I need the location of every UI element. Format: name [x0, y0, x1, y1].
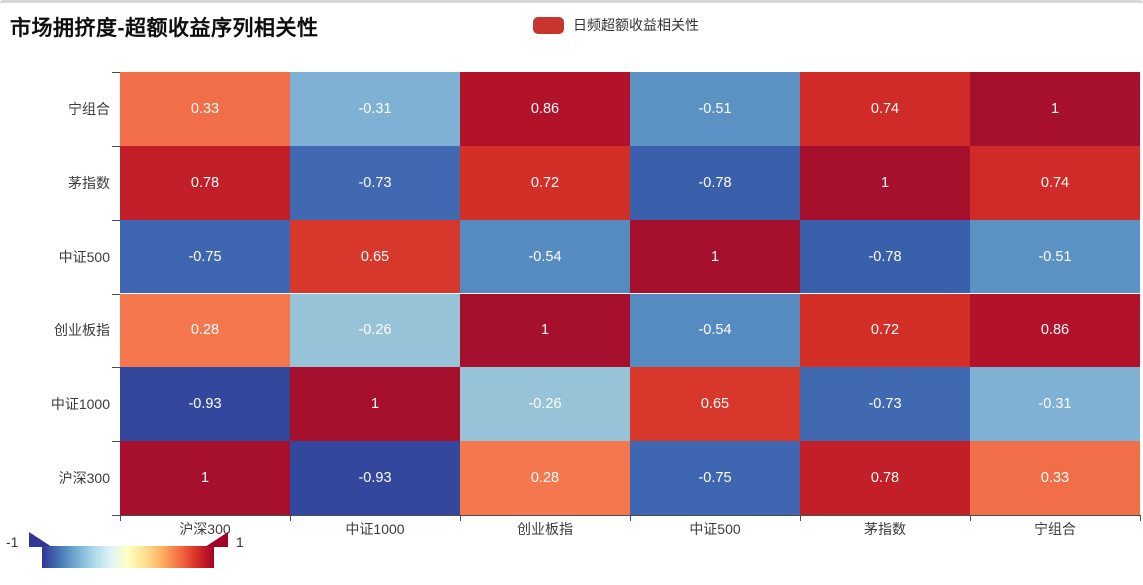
heatmap-cell-r1-c4[interactable]: 1 [800, 145, 970, 220]
y-axis-label-3: 创业板指 [54, 322, 110, 339]
heatmap-cell-r0-c0[interactable]: 0.33 [120, 72, 290, 146]
heatmap-cell-r0-c4[interactable]: 0.74 [800, 72, 970, 146]
heatmap-cell-r0-c3[interactable]: -0.51 [630, 72, 800, 146]
x-axis-tick-6 [1140, 515, 1141, 521]
y-axis-label-1: 茅指数 [68, 174, 110, 191]
heatmap-cell-r5-c5[interactable]: 0.33 [970, 441, 1140, 515]
y-axis-tick-1 [112, 145, 120, 147]
legend-label: 日频超额收益相关性 [573, 17, 699, 33]
y-axis-label-5: 沪深300 [58, 470, 110, 487]
heatmap-cell-r4-c5[interactable]: -0.31 [970, 367, 1140, 442]
visualmap-max-label: 1 [236, 534, 244, 550]
x-axis-line [113, 515, 1140, 516]
heatmap-cell-r2-c4[interactable]: -0.78 [800, 219, 970, 294]
heatmap-cell-r2-c1[interactable]: 0.65 [290, 219, 460, 294]
x-axis-label-5: 宁组合 [1034, 521, 1076, 537]
x-axis-label-3: 中证500 [689, 521, 741, 537]
heatmap-cell-r4-c1[interactable]: 1 [290, 367, 460, 442]
heatmap-cell-r0-c2[interactable]: 0.86 [460, 72, 630, 146]
heatmap-cell-r1-c0[interactable]: 0.78 [120, 145, 290, 220]
y-axis-labels: 宁组合茅指数中证500 创业板指中证1000 沪深300 [0, 72, 110, 515]
y-axis-tick-4 [112, 367, 120, 369]
y-axis-tick-2 [112, 219, 120, 221]
heatmap-cell-r5-c2[interactable]: 0.28 [460, 441, 630, 515]
y-axis-label-4: 中证1000 [50, 396, 110, 413]
chart-title: 市场拥挤度-超额收益序列相关性 [10, 17, 319, 40]
x-axis-labels: 沪深300 中证1000 创业板指 中证500 茅指数 宁组合 [120, 519, 1140, 539]
heatmap-cell-r4-c0[interactable]: -0.93 [120, 367, 290, 442]
visualmap-colorbar: -1 1 [6, 529, 286, 579]
y-axis-label-0: 宁组合 [68, 100, 110, 117]
heatmap-cell-r1-c3[interactable]: -0.78 [630, 145, 800, 220]
heatmap-cell-r3-c5[interactable]: 0.86 [970, 293, 1140, 368]
heatmap-cell-r1-c5[interactable]: 0.74 [970, 145, 1140, 220]
y-axis-tick-6 [112, 515, 120, 516]
heatmap-cell-r2-c5[interactable]: -0.51 [970, 219, 1140, 294]
heatmap-cell-r1-c2[interactable]: 0.72 [460, 145, 630, 220]
heatmap-cell-r3-c0[interactable]: 0.28 [120, 293, 290, 368]
x-axis-tick-5 [970, 515, 971, 521]
x-axis-tick-0 [120, 515, 121, 521]
heatmap-cell-r3-c2[interactable]: 1 [460, 293, 630, 368]
heatmap-cell-r5-c3[interactable]: -0.75 [630, 441, 800, 515]
x-axis-label-4: 茅指数 [864, 521, 906, 537]
x-axis-tick-2 [460, 515, 461, 521]
x-axis-label-0: 沪深300 [179, 521, 231, 537]
visualmap-min-label: -1 [6, 534, 19, 550]
y-axis-tick-5 [112, 441, 120, 443]
heatmap-cell-r5-c1[interactable]: -0.93 [290, 441, 460, 515]
heatmap-cell-r0-c1[interactable]: -0.31 [290, 72, 460, 146]
x-axis-tick-1 [290, 515, 291, 521]
heatmap-cell-r0-c5[interactable]: 1 [970, 72, 1140, 146]
heatmap-cell-r5-c0[interactable]: 1 [120, 441, 290, 515]
x-axis-label-2: 创业板指 [517, 521, 573, 537]
visualmap-max-handle[interactable] [205, 532, 228, 547]
x-axis-tick-3 [630, 515, 631, 521]
heatmap-cell-r4-c2[interactable]: -0.26 [460, 367, 630, 442]
visualmap-gradient-bar[interactable] [42, 546, 214, 568]
legend-item-daily-excess-return-corr[interactable]: 日频超额收益相关性 [533, 16, 699, 34]
heatmap-cell-r4-c4[interactable]: -0.73 [800, 367, 970, 442]
y-axis-tick-0 [112, 72, 120, 73]
heatmap-grid: 0.33 -0.31 0.86 -0.51 0.74 1 0.78 -0.73 0.72 -0.7… [120, 72, 1140, 515]
x-axis-label-1: 中证1000 [345, 521, 405, 537]
heatmap-cell-r1-c1[interactable]: -0.73 [290, 145, 460, 220]
heatmap-cell-r2-c0[interactable]: -0.75 [120, 219, 290, 294]
legend-marker-icon [533, 16, 564, 34]
heatmap-cell-r3-c4[interactable]: 0.72 [800, 293, 970, 368]
heatmap-cell-r3-c1[interactable]: -0.26 [290, 293, 460, 368]
heatmap-cell-r4-c3[interactable]: 0.65 [630, 367, 800, 442]
x-axis-tick-4 [800, 515, 801, 521]
y-axis-tick-3 [112, 293, 120, 295]
heatmap-cell-r2-c2[interactable]: -0.54 [460, 219, 630, 294]
heatmap-cell-r3-c3[interactable]: -0.54 [630, 293, 800, 368]
panel-top-border [0, 0, 1143, 3]
heatmap-cell-r5-c4[interactable]: 0.78 [800, 441, 970, 515]
heatmap-cell-r2-c3[interactable]: 1 [630, 219, 800, 294]
visualmap-min-handle[interactable] [29, 532, 52, 547]
y-axis-label-2: 中证500 [58, 248, 110, 265]
